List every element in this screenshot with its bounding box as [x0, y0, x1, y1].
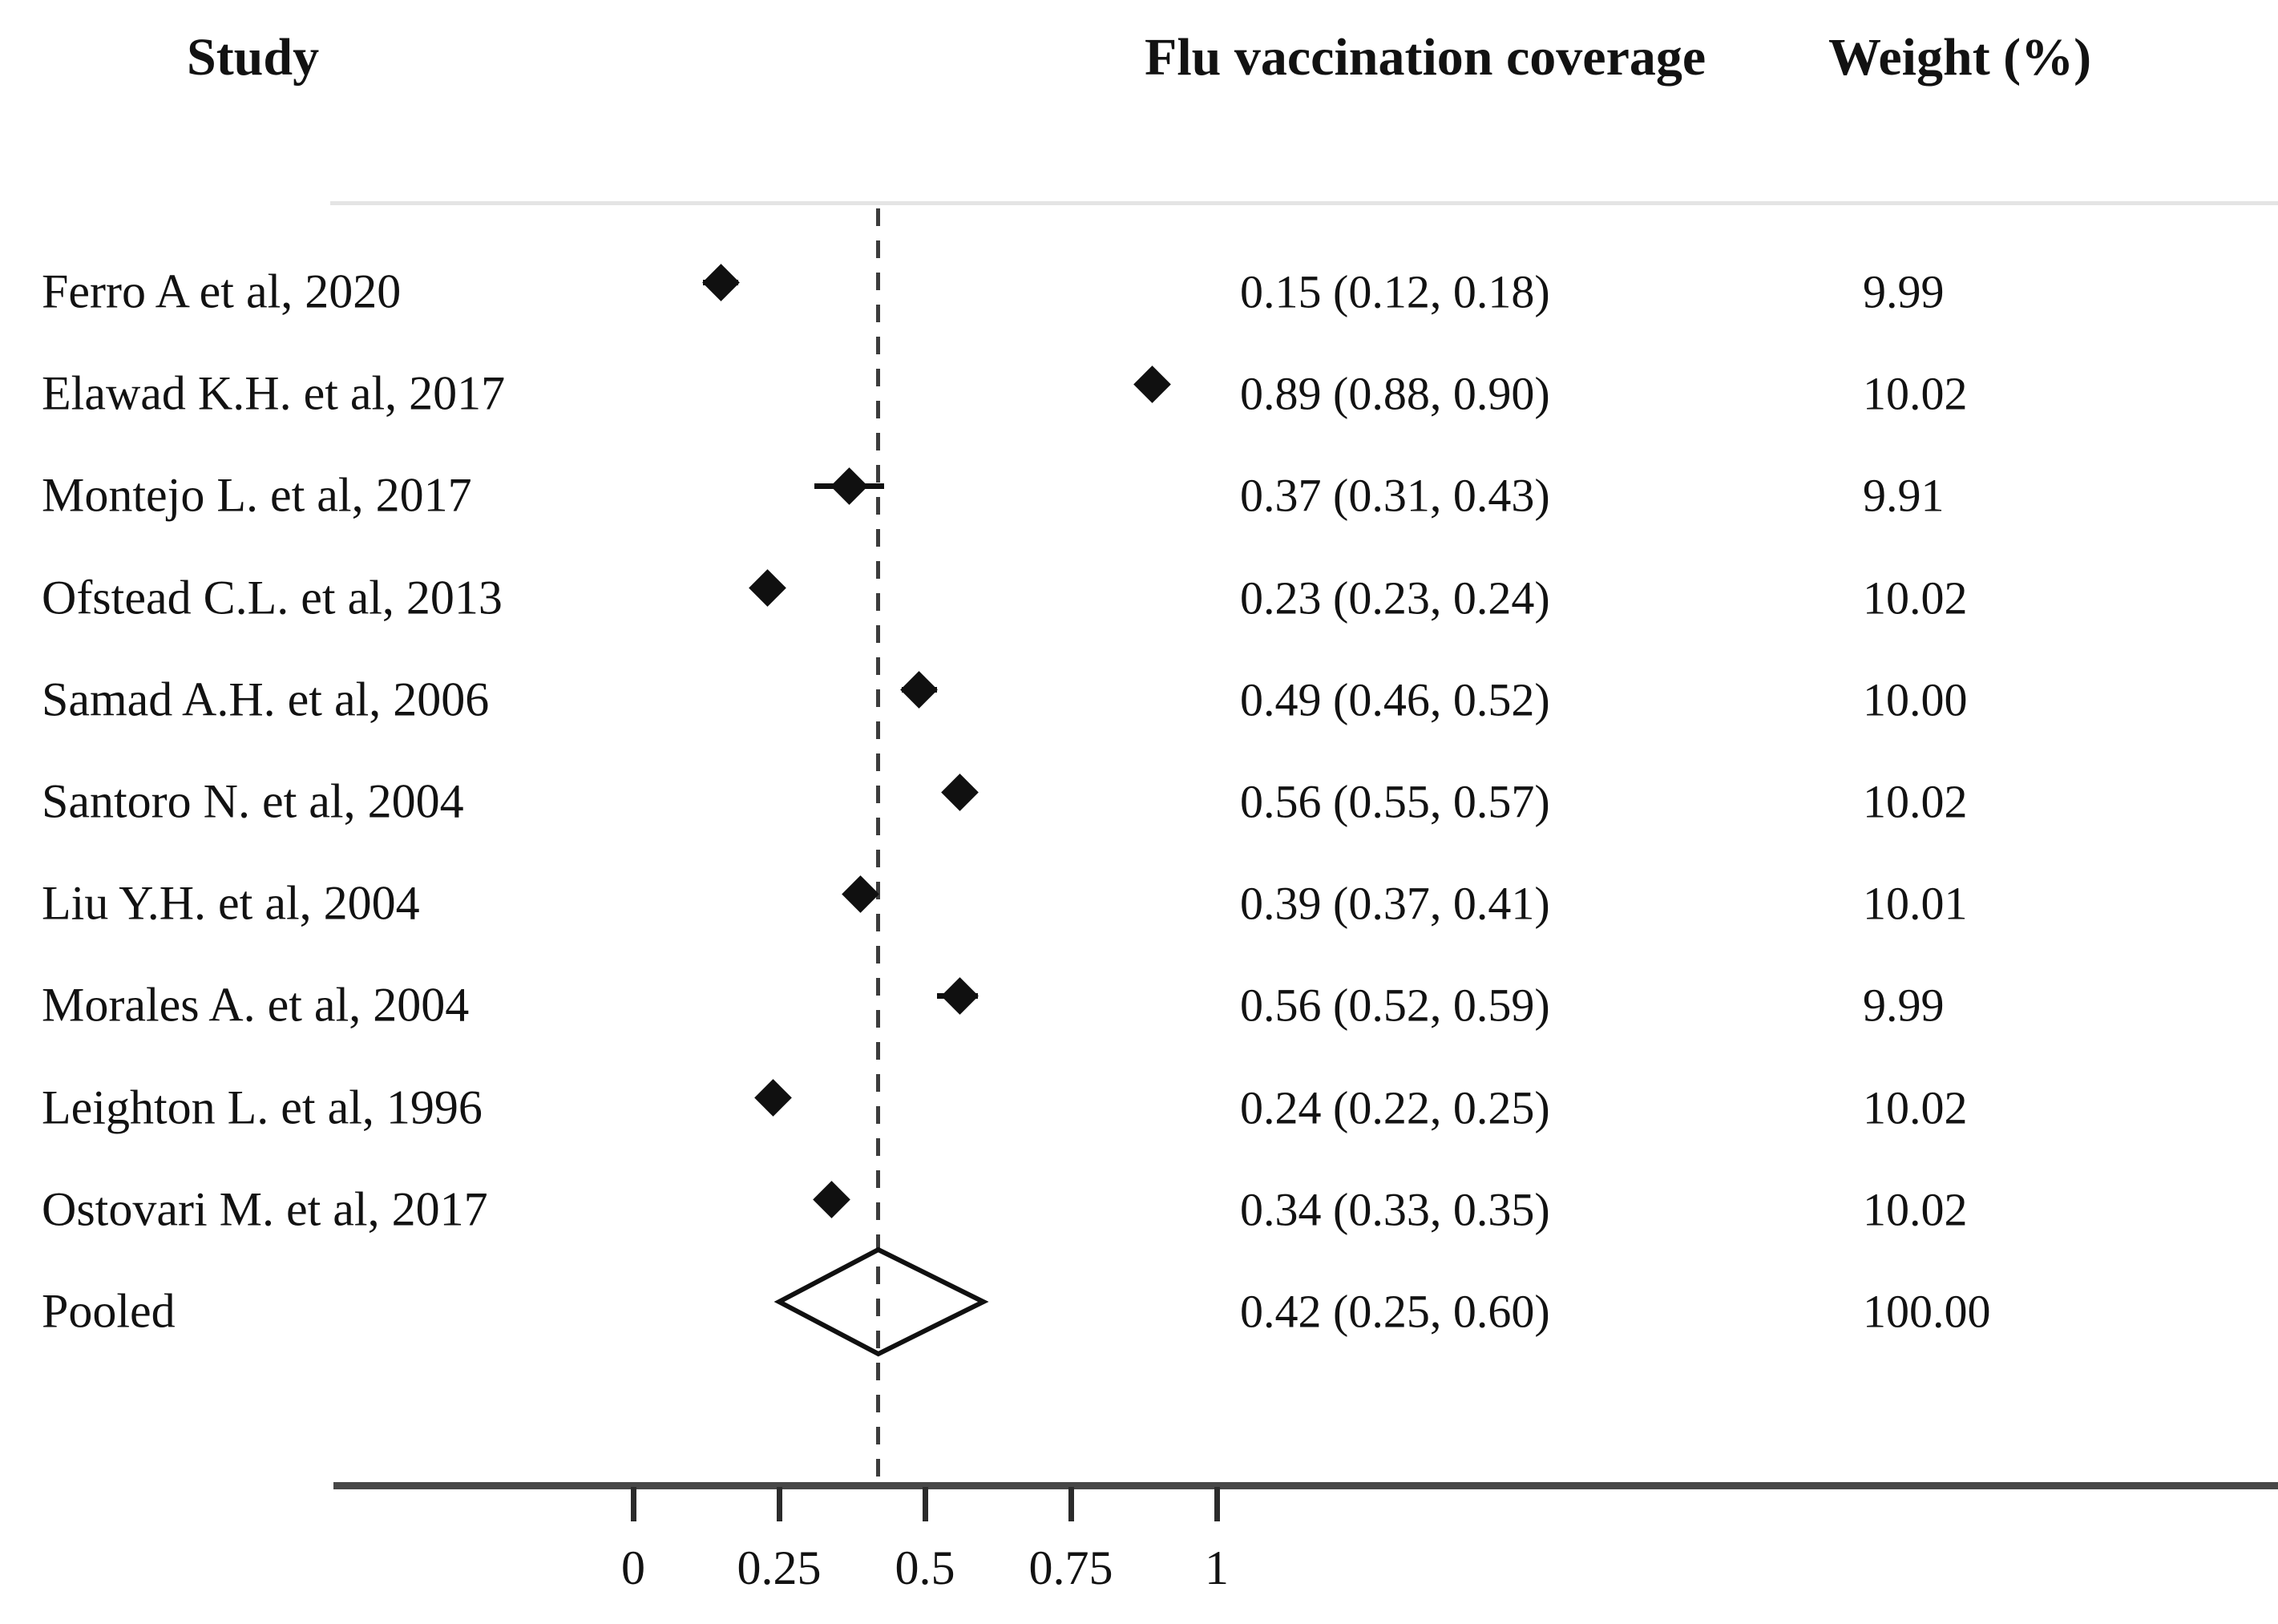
x-tick: [630, 1487, 636, 1521]
weight-value: 10.01: [1863, 877, 1968, 930]
estimate-value: 0.56 (0.52, 0.59): [1240, 979, 1550, 1032]
study-label: Liu Y.H. et al, 2004: [42, 876, 420, 930]
weight-value: 10.02: [1863, 367, 1968, 420]
study-label: Samad A.H. et al, 2006: [42, 673, 490, 726]
x-tick: [1214, 1487, 1220, 1521]
estimate-value: 0.24 (0.22, 0.25): [1240, 1081, 1550, 1134]
estimate-value: 0.39 (0.37, 0.41): [1240, 877, 1550, 930]
study-label: Ferro A et al, 2020: [42, 265, 402, 318]
weight-value: 10.02: [1863, 1081, 1968, 1134]
estimate-value: 0.56 (0.55, 0.57): [1240, 775, 1550, 828]
estimate-value: 0.49 (0.46, 0.52): [1240, 673, 1550, 726]
study-label: Pooled: [42, 1284, 176, 1338]
weight-value: 10.00: [1863, 673, 1968, 726]
x-tick: [776, 1487, 782, 1521]
estimate-value: 0.37 (0.31, 0.43): [1240, 469, 1550, 522]
weight-value: 10.02: [1863, 572, 1968, 624]
x-tick: [922, 1487, 928, 1521]
estimate-value: 0.23 (0.23, 0.24): [1240, 572, 1550, 624]
estimate-value: 0.89 (0.88, 0.90): [1240, 367, 1550, 420]
study-label: Leighton L. et al, 1996: [42, 1081, 483, 1134]
reference-line: [876, 208, 880, 1485]
estimate-value: 0.34 (0.33, 0.35): [1240, 1183, 1550, 1236]
x-tick-label: 1: [1205, 1541, 1229, 1594]
study-label: Elawad K.H. et al, 2017: [42, 366, 506, 420]
estimate-value: 0.42 (0.25, 0.60): [1240, 1285, 1550, 1338]
weight-value: 9.99: [1863, 265, 1945, 318]
x-tick-label: 0.5: [895, 1541, 955, 1594]
study-label: Santoro N. et al, 2004: [42, 774, 464, 828]
weight-value: 9.99: [1863, 979, 1945, 1032]
column-header-study: Study: [187, 28, 320, 87]
weight-value: 10.02: [1863, 775, 1968, 828]
pooled-diamond: [773, 1246, 989, 1357]
study-label: Morales A. et al, 2004: [42, 978, 470, 1032]
x-tick-label: 0.25: [737, 1541, 822, 1594]
study-label: Montejo L. et al, 2017: [42, 468, 472, 522]
x-tick-label: 0.75: [1028, 1541, 1113, 1594]
x-tick-label: 0: [621, 1541, 645, 1594]
weight-value: 9.91: [1863, 469, 1945, 522]
study-label: Ostovari M. et al, 2017: [42, 1182, 488, 1236]
column-header-weight: Weight (%): [1828, 28, 2092, 87]
column-header-coverage: Flu vaccination coverage: [1145, 28, 1706, 87]
weight-value: 10.02: [1863, 1183, 1968, 1236]
study-label: Ofstead C.L. et al, 2013: [42, 571, 503, 624]
header-rule: [330, 201, 2278, 205]
x-tick: [1068, 1487, 1074, 1521]
weight-value: 100.00: [1863, 1285, 1991, 1338]
estimate-value: 0.15 (0.12, 0.18): [1240, 265, 1550, 318]
x-axis-line: [333, 1482, 2278, 1489]
